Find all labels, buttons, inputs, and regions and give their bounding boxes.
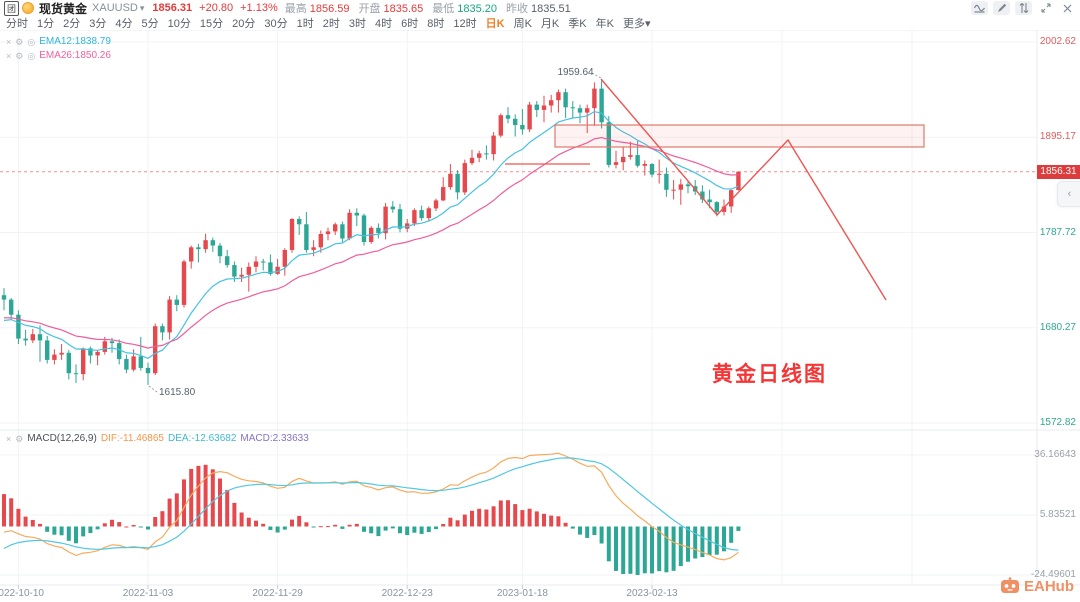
timeframe-8时[interactable]: 8时	[427, 18, 445, 30]
timeframe-10分[interactable]: 10分	[167, 18, 191, 30]
timeframe-月K[interactable]: 月K	[540, 18, 560, 30]
stat-value: 1856.59	[309, 3, 350, 15]
price-change-pct: +1.13%	[240, 2, 278, 14]
date-axis-label: 2022-11-03	[122, 588, 174, 599]
timeframe-2时[interactable]: 2时	[322, 18, 340, 30]
stat-label: 最低	[432, 3, 455, 15]
price-axis-label: 2002.62	[1039, 36, 1076, 47]
quote-stat: 开盘 1835.65	[359, 0, 424, 16]
date-axis-label: 2023-02-13	[626, 588, 678, 599]
date-axis-label: 2023-01-18	[496, 588, 548, 599]
chart-toolbar	[971, 1, 1076, 15]
gear-icon[interactable]: ⚙	[15, 433, 24, 444]
timeframe-20分[interactable]: 20分	[232, 18, 256, 30]
timeframe-3分[interactable]: 3分	[89, 18, 107, 30]
close-icon[interactable]	[1059, 1, 1076, 15]
app-logo-icon[interactable]: 团	[4, 0, 19, 16]
quote-stats: 最高 1856.59 开盘 1835.65 最低 1835.20 昨收 1835.51	[285, 0, 580, 16]
macd-dif-value: DIF:-11.46865	[100, 433, 164, 444]
chevron-left-icon: ‹	[1067, 187, 1072, 200]
price-axis-label: 1895.17	[1039, 131, 1076, 143]
timeframe-3时[interactable]: 3时	[348, 18, 366, 30]
macd-title: MACD(12,26,9)	[27, 433, 97, 444]
timeframe-4时[interactable]: 4时	[375, 18, 393, 30]
timeframe-日K[interactable]: 日K	[485, 18, 505, 30]
timeframe-15分[interactable]: 15分	[199, 18, 224, 30]
indicator-icon[interactable]	[971, 1, 988, 15]
macd-legend: × ⚙ MACD(12,26,9) DIF:-11.46865 DEA:-12.…	[6, 433, 309, 444]
expand-icon[interactable]	[1037, 1, 1054, 15]
date-axis-label: 2022-12-23	[381, 588, 433, 599]
ema26-value: EMA26:1850.26	[39, 50, 111, 61]
peak-price-annotation: 1959.64	[557, 67, 594, 79]
timeframe-6时[interactable]: 6时	[401, 18, 419, 30]
last-price: 1856.31	[152, 2, 193, 14]
timeframe-4分[interactable]: 4分	[115, 18, 133, 30]
stat-value: 1835.51	[531, 3, 571, 15]
stat-label: 最高	[284, 3, 307, 15]
timeframe-1分[interactable]: 1分	[37, 18, 55, 30]
symbol-code: XAUUSD	[92, 2, 138, 14]
date-axis-label: 2022-11-29	[252, 588, 303, 599]
stat-value: 1835.65	[383, 3, 424, 15]
timeframe-bar: 分时 1分 2分 3分 4分 5分 10分 15分 20分 30分 1时 2时 3时 4时 6时 8时 12时日…	[0, 16, 1080, 30]
stat-label: 昨收	[506, 3, 529, 15]
stat-value: 1835.20	[457, 3, 498, 15]
timeframe-周K[interactable]: 周K	[513, 18, 532, 30]
draw-icon[interactable]	[993, 1, 1010, 15]
low-price-annotation: 1615.80	[159, 386, 196, 398]
compare-icon[interactable]	[1015, 1, 1032, 15]
stat-label: 开盘	[358, 3, 381, 15]
eye-icon[interactable]: ◎	[27, 50, 36, 61]
watermark: EAHub	[1000, 576, 1074, 596]
timeframe-30分[interactable]: 30分	[264, 18, 288, 30]
eye-icon[interactable]: ◎	[27, 36, 36, 47]
timeframe-年K[interactable]: 年K	[595, 18, 614, 30]
quote-stat: 最低 1835.20	[432, 0, 497, 16]
macd-axis-label: 36.16643	[1034, 448, 1076, 460]
date-axis-label: 2022-10-10	[0, 588, 44, 599]
symbol-name: 现货黄金	[39, 1, 88, 16]
timeframe-12时[interactable]: 12时	[453, 18, 477, 30]
gold-coin-icon	[22, 2, 34, 14]
price-axis-label: 1787.72	[1039, 226, 1076, 238]
macd-dea-value: DEA:-12.63682	[168, 433, 237, 444]
timeframe-2分[interactable]: 2分	[63, 18, 81, 30]
timeframe-季K[interactable]: 季K	[568, 18, 587, 30]
price-axis-label: 1680.27	[1039, 321, 1076, 333]
close-icon[interactable]: ×	[6, 50, 12, 61]
timeframe-more-button[interactable]: 更多▾	[622, 18, 651, 30]
ema12-legend: × ⚙ ◎ EMA12:1838.79	[6, 36, 111, 47]
close-icon[interactable]: ×	[6, 36, 12, 47]
axis-collapse-tab[interactable]: ‹	[1057, 180, 1080, 207]
gear-icon[interactable]: ⚙	[15, 50, 24, 61]
close-icon[interactable]: ×	[6, 433, 12, 444]
timeframe-5分[interactable]: 5分	[141, 18, 159, 30]
macd-axis-label: 5.83521	[1039, 508, 1076, 520]
chart-title-annotation: 黄金日线图	[712, 363, 827, 386]
current-price-badge: 1856.31	[1037, 164, 1080, 179]
header-bar: 团 现货黄金 XAUUSD ▾ 1856.31 +20.80 +1.13% 最高…	[0, 0, 1080, 16]
price-axis-label: 1572.82	[1039, 417, 1076, 429]
ema26-legend: × ⚙ ◎ EMA26:1850.26	[6, 50, 111, 61]
gear-icon[interactable]: ⚙	[15, 36, 24, 47]
price-change: +20.80	[199, 2, 234, 14]
macd-hist-value: MACD:2.33633	[240, 433, 309, 444]
macd-axis-label: -24.49601	[1030, 568, 1076, 580]
quote-stat: 昨收 1835.51	[506, 0, 571, 16]
timeframe-分时[interactable]: 分时	[6, 18, 28, 30]
quote-stat: 最高 1856.59	[285, 0, 350, 16]
timeframe-1时[interactable]: 1时	[296, 18, 314, 30]
robot-icon	[1001, 577, 1019, 593]
ema12-value: EMA12:1838.79	[39, 36, 111, 47]
symbol-dropdown-caret-icon[interactable]: ▾	[139, 2, 145, 13]
watermark-text: EAHub	[1024, 577, 1074, 595]
